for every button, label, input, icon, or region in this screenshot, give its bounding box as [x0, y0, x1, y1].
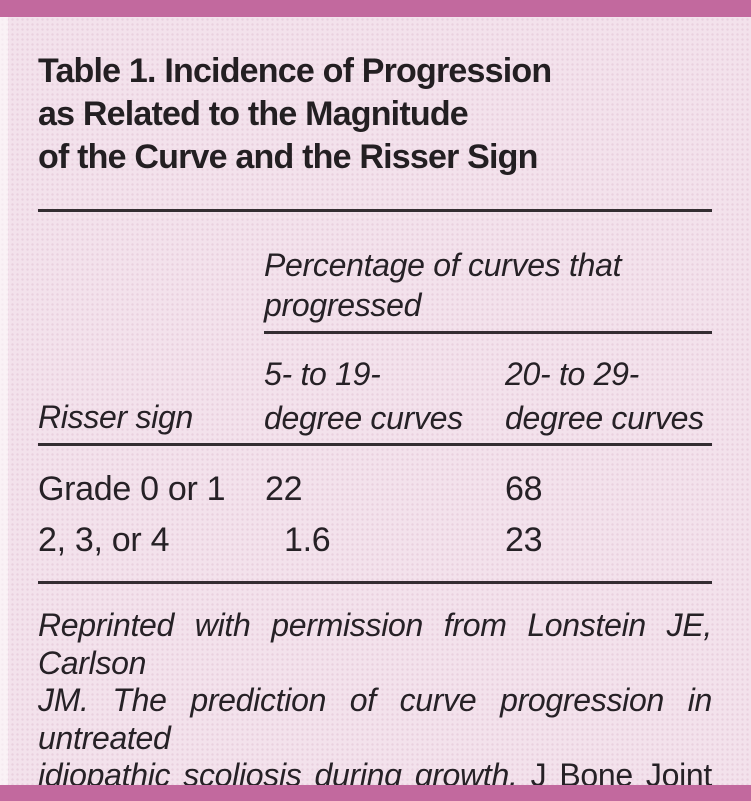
- footnote-line-2-text: JM. The prediction of curve progression …: [38, 682, 712, 756]
- table-title-line-2: as Related to the Magnitude: [38, 95, 469, 133]
- column-header-5-to-19-line-2: degree curves: [264, 400, 463, 436]
- top-accent-bar: [0, 0, 751, 17]
- cell-grade-0-or-1-col-5-19: 22: [265, 470, 303, 508]
- footnote-line-2: JM. The prediction of curve progression …: [38, 682, 712, 757]
- column-header-20-to-29-line-1: 20- to 29-: [505, 356, 639, 392]
- spanner-divider-rule: [264, 331, 712, 334]
- row-label-grade-0-or-1: Grade 0 or 1: [38, 470, 226, 508]
- header-divider-rule: [38, 443, 712, 446]
- column-header-5-to-19-degree: 5- to 19- degree curves: [264, 352, 504, 440]
- table-title-line-1: Table 1. Incidence of Progression: [38, 52, 552, 90]
- table-title: Table 1. Incidence of Progression as Rel…: [38, 50, 728, 179]
- table-bottom-rule: [38, 581, 712, 584]
- cell-grade-0-or-1-col-20-29: 68: [505, 470, 543, 508]
- column-header-5-to-19-line-1: 5- to 19-: [264, 356, 381, 392]
- column-spanner-label: Percentage of curves that progressed: [264, 247, 622, 323]
- bottom-accent-bar: [0, 785, 751, 801]
- cell-2-3-or-4-col-20-29: 23: [505, 521, 543, 559]
- column-header-20-to-29-degree: 20- to 29- degree curves: [505, 352, 720, 440]
- column-header-20-to-29-line-2: degree curves: [505, 400, 704, 436]
- title-divider-rule: [38, 209, 712, 212]
- cell-2-3-or-4-col-5-19: 1.6: [284, 521, 331, 559]
- footnote-line-1-text: Reprinted with permission from Lonstein …: [38, 607, 712, 681]
- source-footnote: Reprinted with permission from Lonstein …: [38, 607, 712, 801]
- footnote-line-1: Reprinted with permission from Lonstein …: [38, 607, 712, 682]
- page-edge-highlight: [0, 17, 8, 785]
- column-header-risser-sign: Risser sign: [38, 399, 193, 435]
- row-label-2-3-or-4: 2, 3, or 4: [38, 521, 170, 559]
- table-title-line-3: of the Curve and the Risser Sign: [38, 138, 538, 176]
